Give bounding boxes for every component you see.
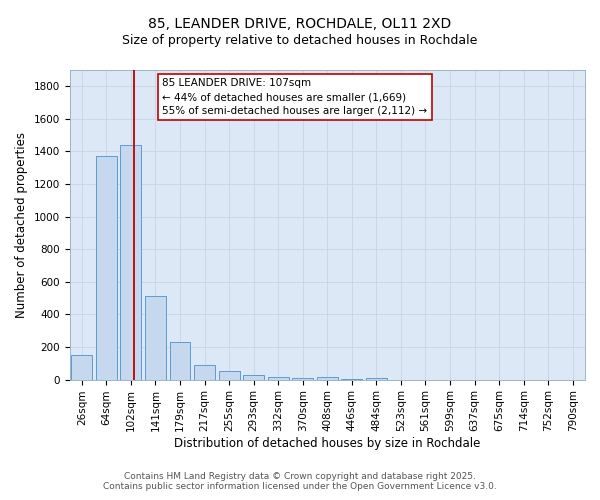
Text: 85, LEANDER DRIVE, ROCHDALE, OL11 2XD: 85, LEANDER DRIVE, ROCHDALE, OL11 2XD [148, 18, 452, 32]
Bar [341, 379, 362, 380]
Bar [268, 376, 289, 380]
Bar [243, 375, 264, 380]
Bar [145, 296, 166, 380]
Text: Size of property relative to detached houses in Rochdale: Size of property relative to detached ho… [122, 34, 478, 47]
Bar [292, 378, 313, 380]
Bar [121, 145, 142, 380]
Text: Contains public sector information licensed under the Open Government Licence v3: Contains public sector information licen… [103, 482, 497, 491]
Bar [317, 378, 338, 380]
Bar [194, 365, 215, 380]
Text: 85 LEANDER DRIVE: 107sqm
← 44% of detached houses are smaller (1,669)
55% of sem: 85 LEANDER DRIVE: 107sqm ← 44% of detach… [163, 78, 427, 116]
Bar [71, 356, 92, 380]
Text: Contains HM Land Registry data © Crown copyright and database right 2025.: Contains HM Land Registry data © Crown c… [124, 472, 476, 481]
Bar [170, 342, 190, 380]
Y-axis label: Number of detached properties: Number of detached properties [15, 132, 28, 318]
Bar [218, 370, 239, 380]
Bar [96, 156, 117, 380]
X-axis label: Distribution of detached houses by size in Rochdale: Distribution of detached houses by size … [174, 437, 481, 450]
Bar [366, 378, 387, 380]
